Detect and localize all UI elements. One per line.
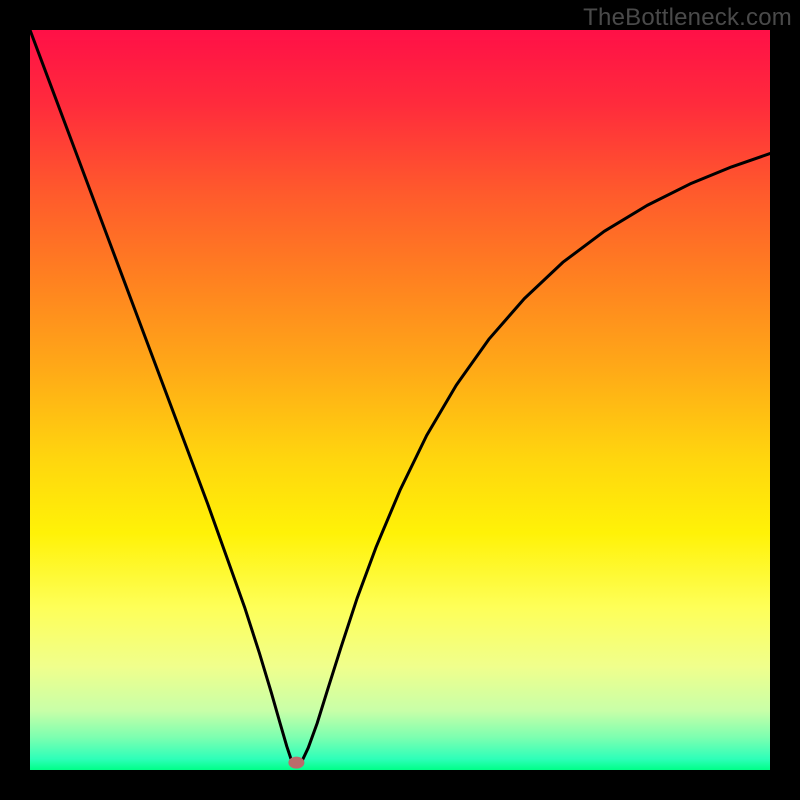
plot-svg <box>30 30 770 770</box>
chart-frame: TheBottleneck.com <box>0 0 800 800</box>
gradient-background <box>30 30 770 770</box>
optimum-marker <box>288 757 304 769</box>
plot-area <box>30 30 770 770</box>
watermark-text: TheBottleneck.com <box>583 4 792 32</box>
